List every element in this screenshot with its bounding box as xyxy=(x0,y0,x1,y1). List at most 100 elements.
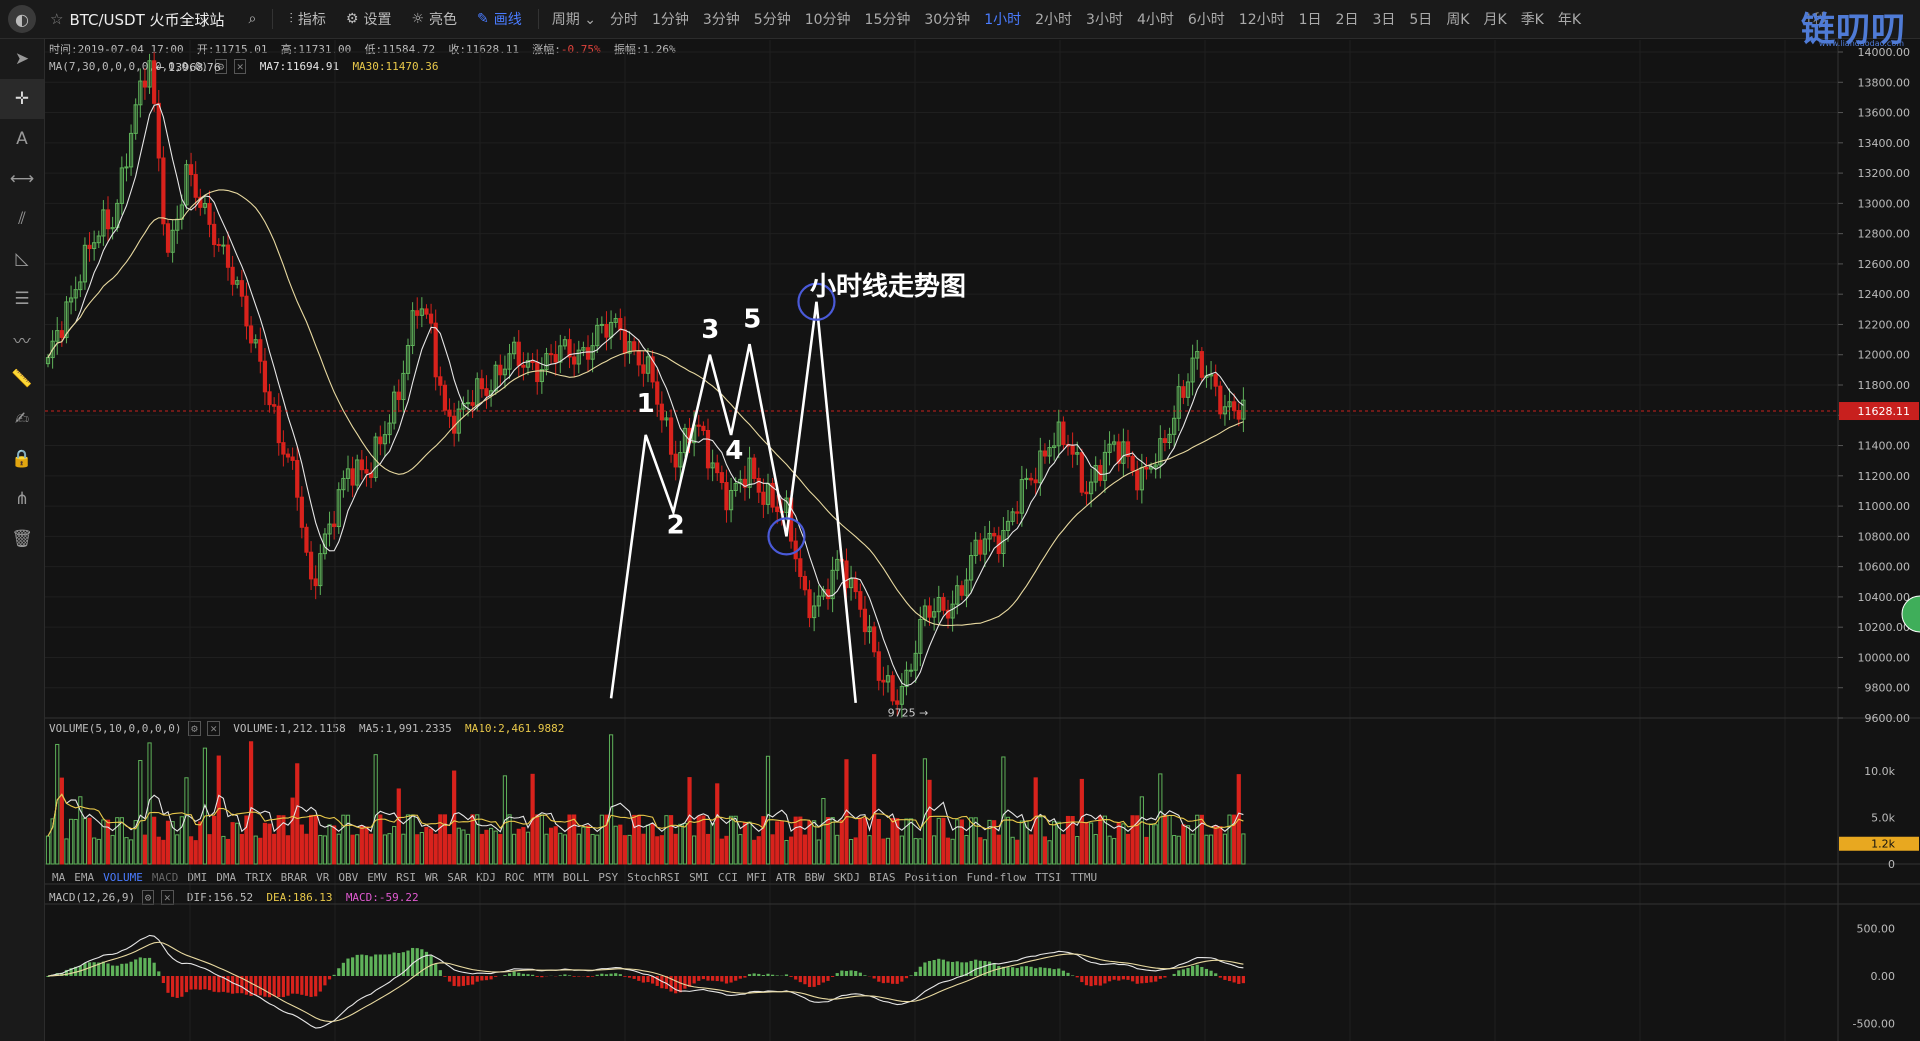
period-option[interactable]: 季K xyxy=(1520,12,1544,28)
macd-histogram-bar xyxy=(1047,968,1052,976)
indicator-tab[interactable]: TTMU xyxy=(1070,871,1098,884)
candle-body xyxy=(248,325,254,344)
cursor-arrow-icon[interactable]: ➤ xyxy=(14,49,30,69)
macd-histogram-bar xyxy=(683,976,687,989)
period-option[interactable]: 3小时 xyxy=(1086,12,1123,28)
period-option[interactable]: 2日 xyxy=(1335,12,1359,28)
close-icon[interactable]: ✕ xyxy=(233,59,247,74)
indicator-tab[interactable]: StochRSI xyxy=(627,871,681,884)
indicator-tab[interactable]: MACD xyxy=(151,871,179,884)
indicator-tab[interactable]: MA xyxy=(52,871,66,884)
indicator-tab[interactable]: Fund-flow xyxy=(966,871,1027,884)
volume-bar xyxy=(835,834,840,865)
refresh-rate[interactable]: 1秒 xyxy=(1804,12,1827,28)
indicator-tab[interactable]: MTM xyxy=(533,871,554,884)
channel-tool-icon[interactable]: ⫽ xyxy=(18,209,26,229)
indicator-tab[interactable]: KDJ xyxy=(476,871,496,884)
indicator-tab[interactable]: Position xyxy=(904,871,958,884)
magnet-icon[interactable]: ⋔ xyxy=(14,489,30,509)
indicator-tab[interactable]: SKDJ xyxy=(833,871,860,884)
close-icon[interactable]: ✕ xyxy=(207,721,220,736)
period-option[interactable]: 4小时 xyxy=(1136,12,1174,28)
period-option[interactable]: 分时 xyxy=(609,12,638,28)
indicator-tab[interactable]: BOLL xyxy=(562,871,590,884)
ruler-icon[interactable]: 📏 xyxy=(11,369,33,389)
period-option[interactable]: 1分钟 xyxy=(651,12,689,28)
candle-body xyxy=(281,442,286,455)
text-tool-icon[interactable]: A xyxy=(16,129,28,149)
period-option[interactable]: 2小时 xyxy=(1035,12,1073,28)
crosshair-icon[interactable]: ✛ xyxy=(0,79,44,119)
indicator-tab[interactable]: BRAR xyxy=(280,871,308,884)
triangle-tool-icon[interactable]: ◺ xyxy=(15,249,29,269)
indicator-tab[interactable]: VOLUME xyxy=(103,871,143,884)
wave-pattern-icon[interactable]: 〰 xyxy=(13,331,31,352)
period-option[interactable]: 5分钟 xyxy=(753,12,791,28)
app-logo-icon[interactable]: ◐ xyxy=(8,5,36,33)
indicator-tab[interactable]: BBW xyxy=(804,871,825,884)
indicator-tab[interactable]: SMI xyxy=(689,871,709,884)
macd-histogram-bar xyxy=(443,976,447,977)
indicator-tab[interactable]: OBV xyxy=(338,871,359,884)
brush-icon[interactable]: ✍ xyxy=(14,409,30,429)
pair-selector[interactable]: ☆ BTC/USDT 火币全球站 xyxy=(50,9,225,30)
period-option[interactable]: 周K xyxy=(1446,12,1470,28)
theme-button[interactable]: ☼ 亮色 xyxy=(411,9,457,29)
trash-icon[interactable]: 🗑 xyxy=(11,529,33,549)
period-option[interactable]: 年K xyxy=(1557,12,1582,28)
period-option[interactable]: 5日 xyxy=(1409,12,1433,28)
fibonacci-tool-icon[interactable]: ☰ xyxy=(14,289,30,309)
period-option[interactable]: 3分钟 xyxy=(702,12,740,28)
period-option[interactable]: 1日 xyxy=(1298,12,1322,28)
period-option[interactable]: 10分钟 xyxy=(804,12,851,28)
settings-icon[interactable]: ⚙ xyxy=(214,59,228,74)
draw-button[interactable]: ✎ 画线 xyxy=(477,9,522,29)
candle-body xyxy=(1065,443,1071,447)
settings-button[interactable]: ⚙ 设置 xyxy=(346,9,392,29)
indicator-tab[interactable]: EMA xyxy=(74,871,95,884)
indicator-tab[interactable]: PSY xyxy=(598,871,619,884)
indicators-button[interactable]: ⫶ 指标 xyxy=(289,9,326,29)
volume-bar xyxy=(978,837,983,865)
indicator-tab[interactable]: EMV xyxy=(367,871,388,884)
macd-histogram-bar xyxy=(281,976,285,998)
ohlc-high: 高:11731.00 xyxy=(280,43,352,56)
indicator-tab[interactable]: WR xyxy=(425,871,439,884)
watermark-logo: 链叨叨 xyxy=(1801,10,1906,50)
indicator-tab[interactable]: BIAS xyxy=(868,871,896,884)
macd-histogram-bar xyxy=(1024,966,1029,976)
period-option[interactable]: 1小时 xyxy=(984,12,1022,28)
search-icon[interactable]: ⌕ xyxy=(248,11,257,27)
indicator-tab[interactable]: ATR xyxy=(775,871,796,884)
macd-histogram-bar xyxy=(55,973,59,976)
trend-line-icon[interactable]: ⟷ xyxy=(9,169,35,189)
indicator-tab[interactable]: DMI xyxy=(187,871,208,884)
close-icon[interactable]: ✕ xyxy=(160,890,174,905)
period-option[interactable]: 12小时 xyxy=(1238,12,1285,28)
indicator-tab[interactable]: TRIX xyxy=(245,871,272,884)
period-option[interactable]: 6小时 xyxy=(1187,12,1225,28)
period-option[interactable]: 月K xyxy=(1483,12,1507,28)
indicator-tab[interactable]: MFI xyxy=(746,871,767,884)
settings-icon[interactable]: ⚙ xyxy=(188,721,201,736)
candle-body xyxy=(1153,464,1158,468)
indicator-tab[interactable]: CCI xyxy=(717,871,738,884)
indicator-tab[interactable]: ROC xyxy=(505,871,525,884)
indicator-tab[interactable]: VR xyxy=(316,871,330,884)
lock-icon[interactable]: 🔒 xyxy=(11,449,33,469)
macd-histogram-bar xyxy=(1172,973,1176,976)
settings-icon[interactable]: ⚙ xyxy=(141,890,155,905)
candle-body xyxy=(1148,466,1154,470)
candle-body xyxy=(68,297,74,303)
period-option[interactable]: 3日 xyxy=(1372,12,1396,28)
period-option[interactable]: 30分钟 xyxy=(924,12,971,28)
indicator-tab[interactable]: RSI xyxy=(396,871,416,884)
candle-body xyxy=(45,357,51,365)
period-dropdown[interactable]: 周期 ⌄ xyxy=(552,9,596,29)
period-option[interactable]: 15分钟 xyxy=(864,12,911,28)
macd-histogram-bar xyxy=(909,975,913,976)
indicator-tab[interactable]: DMA xyxy=(216,871,237,884)
indicator-tab[interactable]: SAR xyxy=(447,871,468,884)
indicator-tab[interactable]: TTSI xyxy=(1035,871,1062,884)
favorite-star-icon[interactable]: ☆ xyxy=(50,10,64,28)
